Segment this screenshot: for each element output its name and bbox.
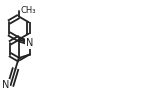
Text: CH₃: CH₃	[20, 6, 36, 15]
Text: N: N	[26, 38, 33, 48]
Text: N: N	[2, 80, 9, 90]
